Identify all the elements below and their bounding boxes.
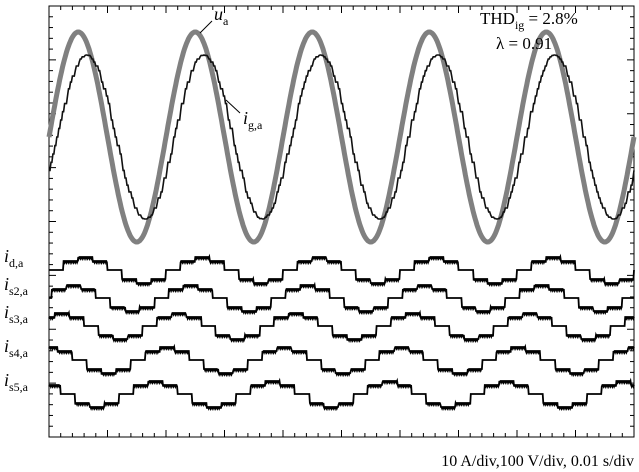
labels: THDig = 2.8% λ = 0.91 10 A/div,100 V/div… [4, 4, 634, 470]
label-ua: ua [214, 4, 229, 28]
label-iga: ig,a [243, 108, 263, 132]
thd-annotation: THDig = 2.8% [480, 9, 578, 32]
series-iga [49, 54, 635, 220]
series-ua [46, 29, 637, 245]
label-module-2: is2,a [4, 274, 29, 298]
label-module-4: is4,a [4, 336, 29, 360]
series-module-2 [49, 281, 634, 316]
label-module-1: id,a [4, 246, 24, 270]
traces [46, 29, 637, 412]
power-factor-annotation: λ = 0.91 [496, 34, 552, 53]
ua-leader [199, 20, 213, 34]
label-module-5: is5,a [4, 370, 29, 394]
iga-leader [225, 99, 241, 114]
label-module-3: is3,a [4, 302, 29, 326]
series-module-5 [48, 377, 635, 412]
series-module-4 [48, 343, 635, 378]
scale-note: 10 A/div,100 V/div, 0.01 s/div [441, 453, 634, 470]
series-module-3 [48, 309, 635, 344]
series-module-1 [49, 253, 635, 288]
